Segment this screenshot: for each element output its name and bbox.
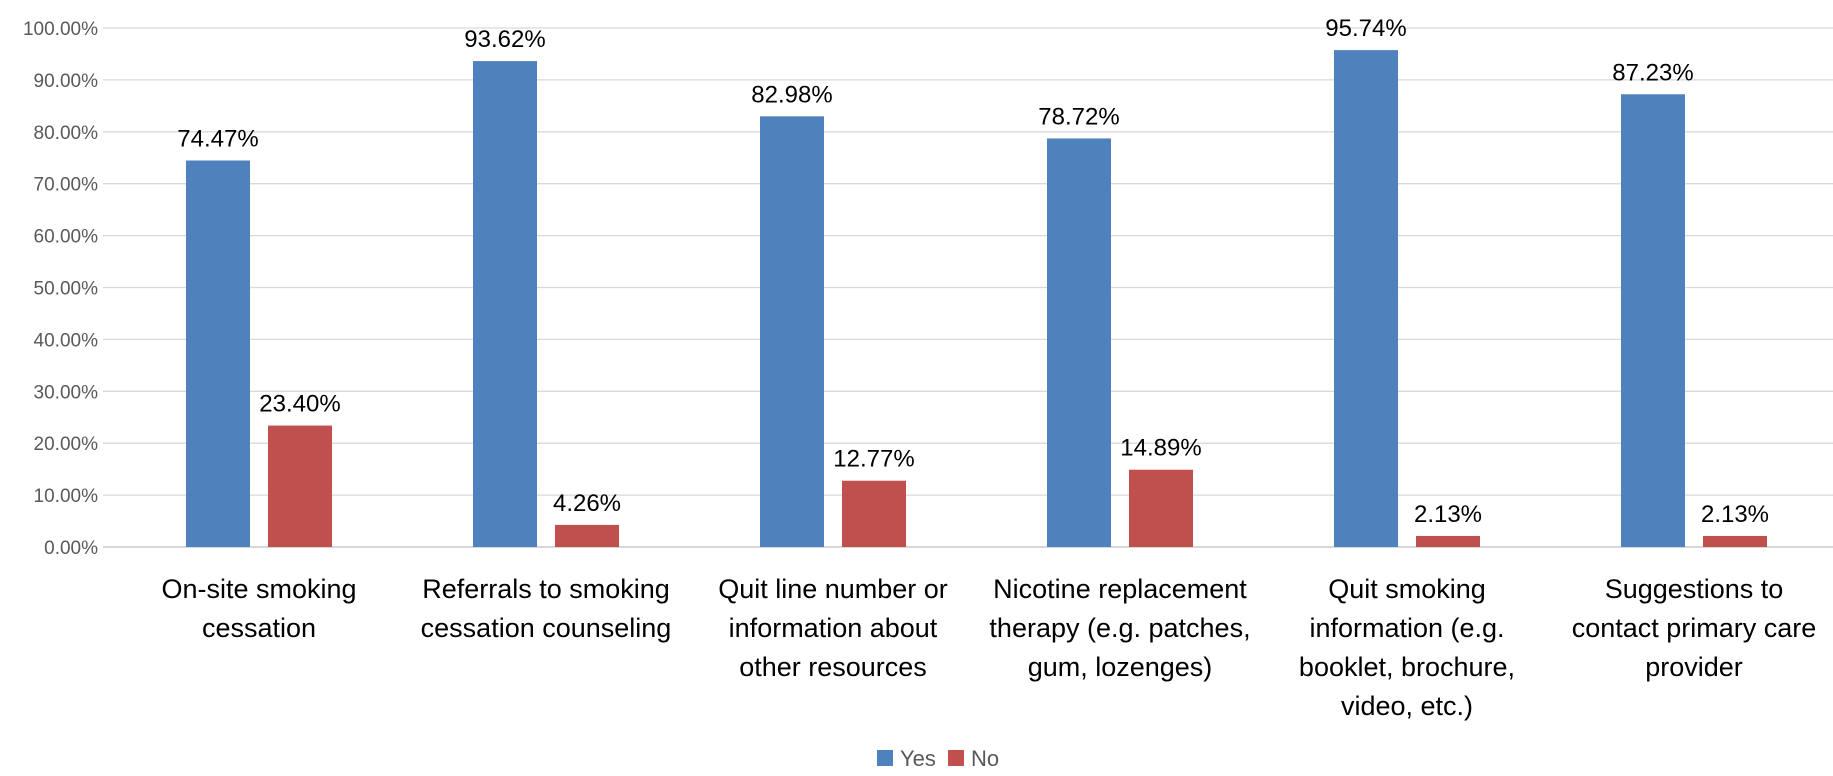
y-tick-label: 90.00% [34,71,99,92]
y-tick-label: 50.00% [34,279,99,300]
y-tick-label: 30.00% [34,382,99,403]
legend-label-yes: Yes [900,746,936,771]
y-tick-label: 100.00% [23,19,98,40]
category-label: gum, lozenges) [1028,652,1213,682]
data-label: 2.13% [1414,501,1482,528]
category-label: provider [1645,652,1743,682]
bar-no-3 [1129,469,1193,547]
category-label: video, etc.) [1341,691,1473,721]
category-label: cessation counseling [421,613,672,643]
category-label: Referrals to smoking [422,574,670,604]
data-label: 23.40% [259,391,340,418]
category-label: contact primary care [1572,613,1817,643]
data-label: 2.13% [1701,501,1769,528]
category-label: Nicotine replacement [993,574,1247,604]
data-label: 4.26% [553,490,621,517]
legend-swatch-no [948,750,964,766]
category-label: other resources [739,652,927,682]
category-label: booklet, brochure, [1299,652,1515,682]
category-label: On-site smoking [161,574,356,604]
data-label: 74.47% [177,126,258,153]
bar-yes-3 [1047,138,1111,547]
y-tick-label: 80.00% [34,123,99,144]
bar-no-0 [268,425,332,547]
data-label: 82.98% [751,81,832,108]
bar-yes-1 [473,61,537,547]
data-label: 95.74% [1325,15,1406,42]
data-label: 14.89% [1120,435,1201,462]
bar-yes-5 [1621,94,1685,547]
bar-no-2 [842,480,906,547]
category-label: cessation [202,613,316,643]
data-label: 12.77% [833,446,914,473]
y-tick-label: 0.00% [44,538,98,559]
data-label: 93.62% [464,26,545,53]
y-tick-label: 60.00% [34,227,99,248]
category-label: information about [729,613,938,643]
bar-no-5 [1703,535,1767,547]
data-label: 87.23% [1612,59,1693,86]
legend-swatch-yes [877,750,893,766]
bar-no-4 [1416,535,1480,547]
y-tick-label: 70.00% [34,175,99,196]
y-tick-label: 40.00% [34,330,99,351]
category-label: information (e.g. [1309,613,1504,643]
bar-yes-0 [186,160,250,547]
category-label: therapy (e.g. patches, [989,613,1250,643]
bar-yes-2 [760,116,824,547]
data-label: 78.72% [1038,103,1119,130]
bar-yes-4 [1334,50,1398,547]
bar-no-1 [555,524,619,547]
y-tick-label: 10.00% [34,486,99,507]
category-label: Quit line number or [718,574,948,604]
legend-label-no: No [971,746,999,771]
category-label: Suggestions to [1605,574,1784,604]
category-label: Quit smoking [1328,574,1486,604]
y-tick-label: 20.00% [34,434,99,455]
